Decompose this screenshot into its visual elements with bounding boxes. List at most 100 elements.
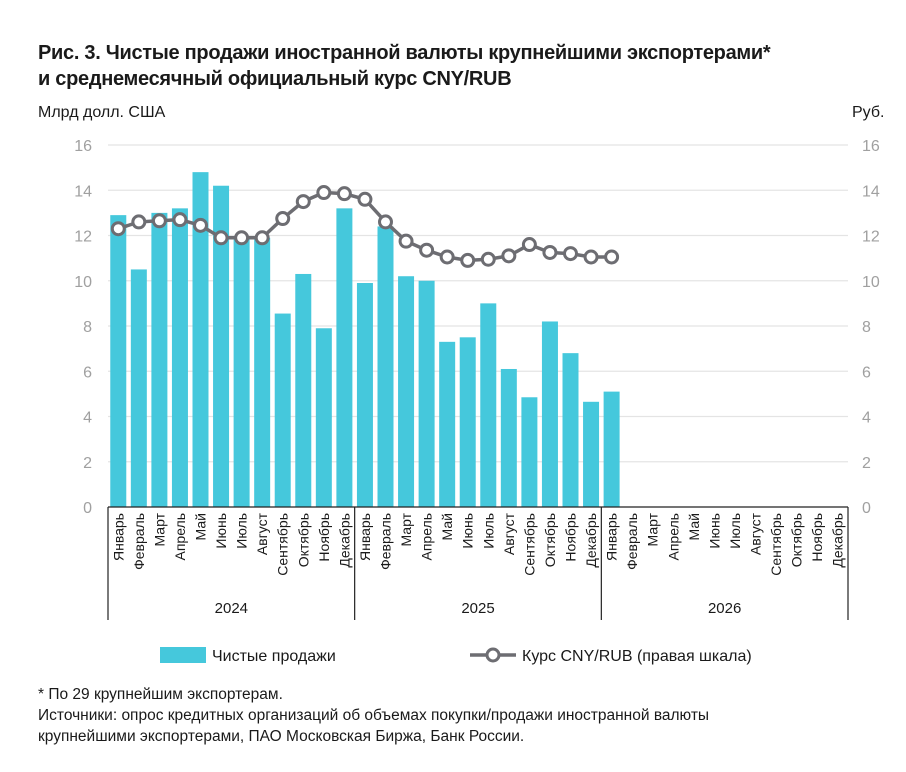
- rate-point: [295, 194, 311, 210]
- left-tick-label: 2: [83, 455, 92, 472]
- title-line-1: Рис. 3. Чистые продажи иностранной валют…: [38, 42, 771, 64]
- rate-point: [460, 252, 476, 268]
- bar: [603, 391, 620, 507]
- month-label: Ноябрь: [563, 513, 579, 562]
- month-label: Октябрь: [789, 513, 805, 567]
- month-label: Ноябрь: [809, 513, 825, 562]
- rate-point: [193, 217, 208, 233]
- month-label: Декабрь: [830, 513, 846, 568]
- left-tick-label: 0: [83, 500, 92, 517]
- month-label: Январь: [604, 513, 620, 561]
- month-label: Сентябрь: [521, 513, 537, 576]
- legend-line-label: Курс CNY/RUB (правая шкала): [522, 648, 752, 665]
- bar: [110, 215, 127, 507]
- month-label: Июль: [727, 513, 743, 549]
- month-label: Сентябрь: [768, 513, 784, 576]
- footnote: * По 29 крупнейшим экспортерам.: [38, 686, 283, 703]
- left-tick-label: 8: [83, 319, 92, 336]
- rate-point: [542, 244, 558, 260]
- month-label: Май: [686, 513, 702, 540]
- bar: [295, 273, 312, 507]
- left-tick-label: 4: [83, 410, 92, 427]
- bar: [130, 269, 147, 507]
- rate-point: [439, 249, 455, 265]
- month-label: Февраль: [378, 513, 394, 570]
- bar: [480, 303, 497, 507]
- month-label: Июнь: [213, 513, 229, 549]
- month-label: Декабрь: [336, 513, 352, 568]
- month-label: Февраль: [131, 513, 147, 570]
- rate-point: [110, 221, 126, 237]
- right-tick-label: 16: [862, 138, 880, 155]
- left-tick-label: 14: [74, 183, 92, 200]
- bar: [562, 353, 579, 507]
- month-label: Май: [439, 513, 455, 540]
- month-label: Апрель: [665, 513, 681, 561]
- bar: [213, 185, 230, 507]
- bar: [541, 321, 558, 507]
- month-label: Ноябрь: [316, 513, 332, 562]
- rate-point: [583, 249, 599, 265]
- legend-bar-label: Чистые продажи: [212, 648, 336, 665]
- bar: [356, 283, 373, 507]
- right-tick-label: 4: [862, 410, 871, 427]
- month-label: Март: [645, 512, 661, 546]
- month-label: Август: [501, 512, 517, 555]
- month-label: Апрель: [172, 513, 188, 561]
- rate-point: [234, 230, 250, 246]
- year-label: 2026: [708, 600, 741, 617]
- bar: [377, 226, 394, 507]
- rate-point: [398, 233, 414, 249]
- month-label: Май: [193, 513, 209, 540]
- month-label: Июнь: [706, 513, 722, 549]
- bar: [151, 212, 168, 507]
- bar: [233, 237, 250, 507]
- bar: [521, 397, 538, 507]
- month-label: Июль: [480, 513, 496, 549]
- left-tick-label: 6: [83, 364, 92, 381]
- source-line-1: Источники: опрос кредитных организаций о…: [38, 707, 710, 724]
- month-label: Апрель: [419, 513, 435, 561]
- right-tick-label: 0: [862, 500, 871, 517]
- month-label: Июнь: [460, 513, 476, 549]
- rate-point: [131, 214, 147, 230]
- bar: [398, 276, 415, 507]
- chart-title: Рис. 3. Чистые продажи иностранной валют…: [38, 40, 771, 92]
- rate-point: [357, 191, 373, 207]
- right-tick-label: 2: [862, 455, 871, 472]
- rate-point: [151, 213, 167, 229]
- rate-point: [336, 186, 352, 202]
- right-tick-label: 8: [862, 319, 871, 336]
- rate-point: [213, 230, 229, 246]
- month-label: Январь: [110, 513, 126, 561]
- rate-point: [501, 248, 517, 264]
- month-label: Март: [398, 512, 414, 546]
- year-label: 2024: [215, 600, 248, 617]
- bar: [583, 401, 600, 507]
- month-label: Декабрь: [583, 513, 599, 568]
- right-tick-label: 14: [862, 183, 880, 200]
- bar: [171, 208, 188, 507]
- rate-point: [521, 237, 537, 253]
- title-line-2: и среднемесячный официальный курс CNY/RU…: [38, 68, 512, 90]
- rate-point: [604, 249, 620, 265]
- bar: [500, 368, 517, 507]
- year-label: 2025: [461, 600, 494, 617]
- month-label: Февраль: [624, 513, 640, 570]
- legend-bar-swatch: [160, 647, 206, 663]
- bar: [274, 313, 291, 507]
- right-tick-label: 12: [862, 229, 880, 246]
- rate-point: [563, 246, 578, 262]
- left-tick-label: 16: [74, 138, 92, 155]
- month-label: Октябрь: [295, 513, 311, 567]
- bar: [459, 337, 476, 507]
- rate-point: [172, 212, 188, 228]
- month-label: Март: [151, 512, 167, 546]
- month-label: Январь: [357, 513, 373, 561]
- month-label: Сентябрь: [275, 513, 291, 576]
- month-label: Июль: [234, 513, 250, 549]
- rate-point: [480, 251, 496, 267]
- chart-notes: * По 29 крупнейшим экспортерам. Источник…: [38, 684, 709, 747]
- bar: [254, 237, 271, 507]
